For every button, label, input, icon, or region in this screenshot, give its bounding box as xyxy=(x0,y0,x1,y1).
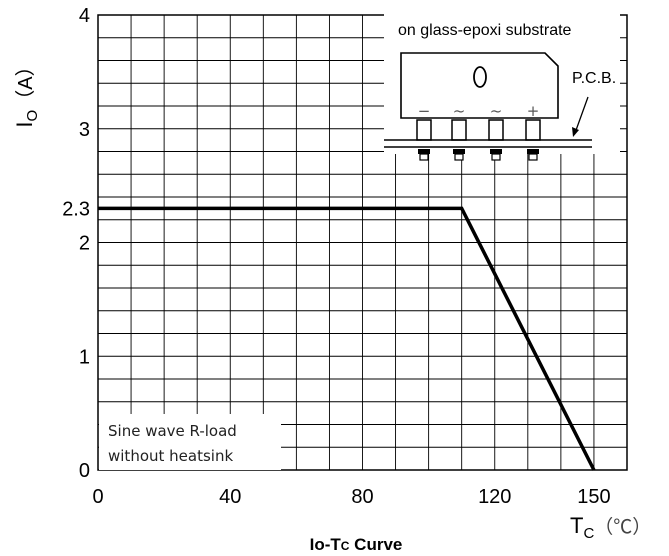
conditions-note: Sine wave R-load without heatsink xyxy=(99,414,281,470)
x-tick-label: 40 xyxy=(219,486,241,508)
pcb-arrow-head xyxy=(572,127,579,137)
y-tick-label: 3 xyxy=(79,119,90,141)
chart-title: Io-TC Curve xyxy=(310,535,403,554)
chart-title-main: Io-T xyxy=(310,535,342,554)
y-axis-label-unit: （A） xyxy=(14,56,37,109)
y-tick-label: 0 xyxy=(79,460,90,482)
y-tick-label: 1 xyxy=(79,346,90,368)
pin-mark: ~ xyxy=(490,102,503,120)
package-pin xyxy=(451,119,467,141)
y-tick-label: 2.3 xyxy=(62,198,90,220)
x-tick-label: 80 xyxy=(351,486,373,508)
svg-text:IO（A）: IO（A） xyxy=(12,56,41,127)
y-axis-label-sub: O xyxy=(24,110,41,122)
pcb-label: P.C.B. xyxy=(572,70,616,87)
x-tick-label: 120 xyxy=(478,486,511,508)
pin-tip xyxy=(491,153,501,161)
package-pin xyxy=(488,119,504,141)
x-axis-label-sub: C xyxy=(583,525,594,542)
pin-mark: + xyxy=(527,102,540,120)
x-axis-label: TC（℃） xyxy=(570,513,651,542)
package-marking xyxy=(473,66,487,88)
x-tick-labels: 0 40 80 120 150 xyxy=(92,486,610,508)
package-pin xyxy=(416,119,432,141)
y-axis-label: IO（A） xyxy=(12,56,41,127)
pin-tip xyxy=(454,153,464,161)
package-pin xyxy=(525,119,541,141)
pin-mark: − xyxy=(418,102,431,120)
chart-title-tail: Curve xyxy=(349,535,402,554)
plot-frame xyxy=(97,14,628,471)
x-axis-label-main: T xyxy=(570,513,583,538)
pcb-arrow-shaft xyxy=(574,96,589,134)
solder-pad xyxy=(490,149,502,154)
solder-pad xyxy=(527,149,539,154)
x-tick-label: 150 xyxy=(577,486,610,508)
pin-tip xyxy=(419,153,429,161)
conditions-line-2: without heatsink xyxy=(108,447,233,465)
package-pin-marks: − ~ ~ + xyxy=(418,102,540,120)
solder-pad xyxy=(418,149,430,154)
chart-title-sub: C xyxy=(341,539,350,553)
y-tick-label: 2 xyxy=(79,233,90,255)
x-axis-label-unit: （℃） xyxy=(594,516,651,538)
pin-mark: ~ xyxy=(453,102,466,120)
y-tick-labels: 0 1 2 2.3 3 4 xyxy=(62,5,90,482)
substrate-note: on glass-epoxi substrate xyxy=(398,22,572,39)
pin-tip xyxy=(528,153,538,161)
x-tick-label: 0 xyxy=(92,486,103,508)
package-inset: on glass-epoxi substrate − ~ ~ + P.C.B. xyxy=(384,14,620,161)
conditions-line-1: Sine wave R-load xyxy=(108,422,237,440)
derating-curve-line xyxy=(98,206,596,471)
y-tick-label: 4 xyxy=(79,5,90,27)
solder-pad xyxy=(453,149,465,154)
bridge-package-body xyxy=(400,52,559,119)
y-axis-label-main: I xyxy=(12,121,37,127)
